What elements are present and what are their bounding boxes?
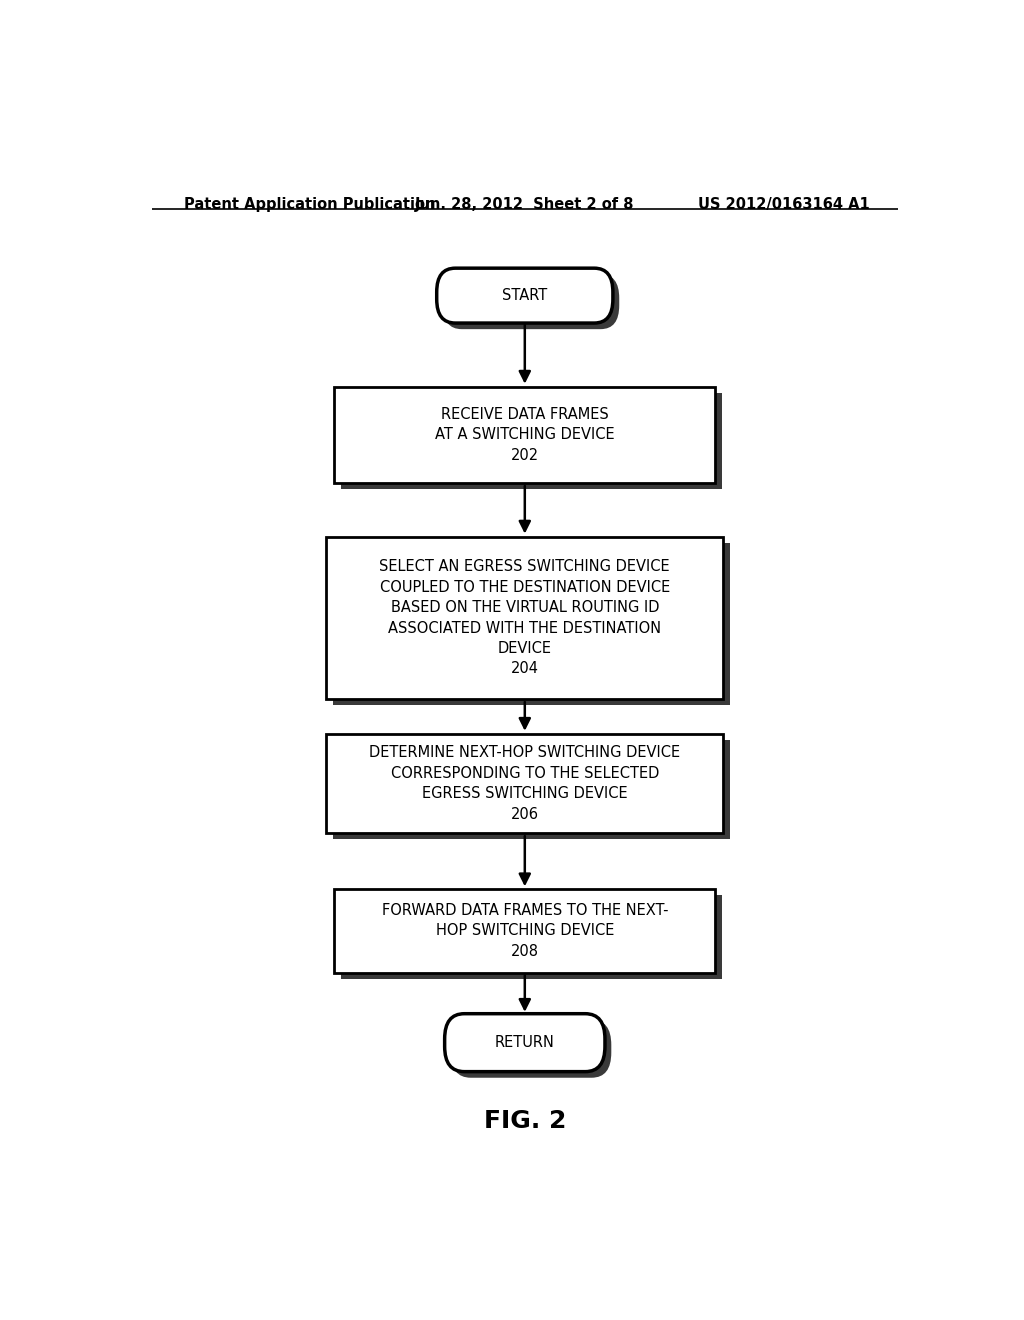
Text: FORWARD DATA FRAMES TO THE NEXT-
HOP SWITCHING DEVICE
208: FORWARD DATA FRAMES TO THE NEXT- HOP SWI… <box>382 903 668 958</box>
Text: RETURN: RETURN <box>495 1035 555 1051</box>
Text: START: START <box>502 288 548 304</box>
Text: DETERMINE NEXT-HOP SWITCHING DEVICE
CORRESPONDING TO THE SELECTED
EGRESS SWITCHI: DETERMINE NEXT-HOP SWITCHING DEVICE CORR… <box>370 746 680 821</box>
Bar <box>333 543 729 705</box>
Text: Patent Application Publication: Patent Application Publication <box>183 197 435 213</box>
Text: SELECT AN EGRESS SWITCHING DEVICE
COUPLED TO THE DESTINATION DEVICE
BASED ON THE: SELECT AN EGRESS SWITCHING DEVICE COUPLE… <box>380 560 670 676</box>
FancyBboxPatch shape <box>443 275 620 329</box>
FancyBboxPatch shape <box>451 1020 611 1077</box>
Bar <box>341 392 722 490</box>
Bar <box>327 536 723 700</box>
Text: FIG. 2: FIG. 2 <box>483 1109 566 1133</box>
Text: Jun. 28, 2012  Sheet 2 of 8: Jun. 28, 2012 Sheet 2 of 8 <box>415 197 635 213</box>
Bar <box>327 734 723 833</box>
Text: US 2012/0163164 A1: US 2012/0163164 A1 <box>698 197 870 213</box>
FancyBboxPatch shape <box>436 268 613 323</box>
Bar <box>341 895 722 978</box>
Text: RECEIVE DATA FRAMES
AT A SWITCHING DEVICE
202: RECEIVE DATA FRAMES AT A SWITCHING DEVIC… <box>435 407 614 463</box>
FancyBboxPatch shape <box>444 1014 605 1072</box>
Bar <box>334 890 715 973</box>
Bar <box>334 387 715 483</box>
Bar <box>333 739 729 840</box>
